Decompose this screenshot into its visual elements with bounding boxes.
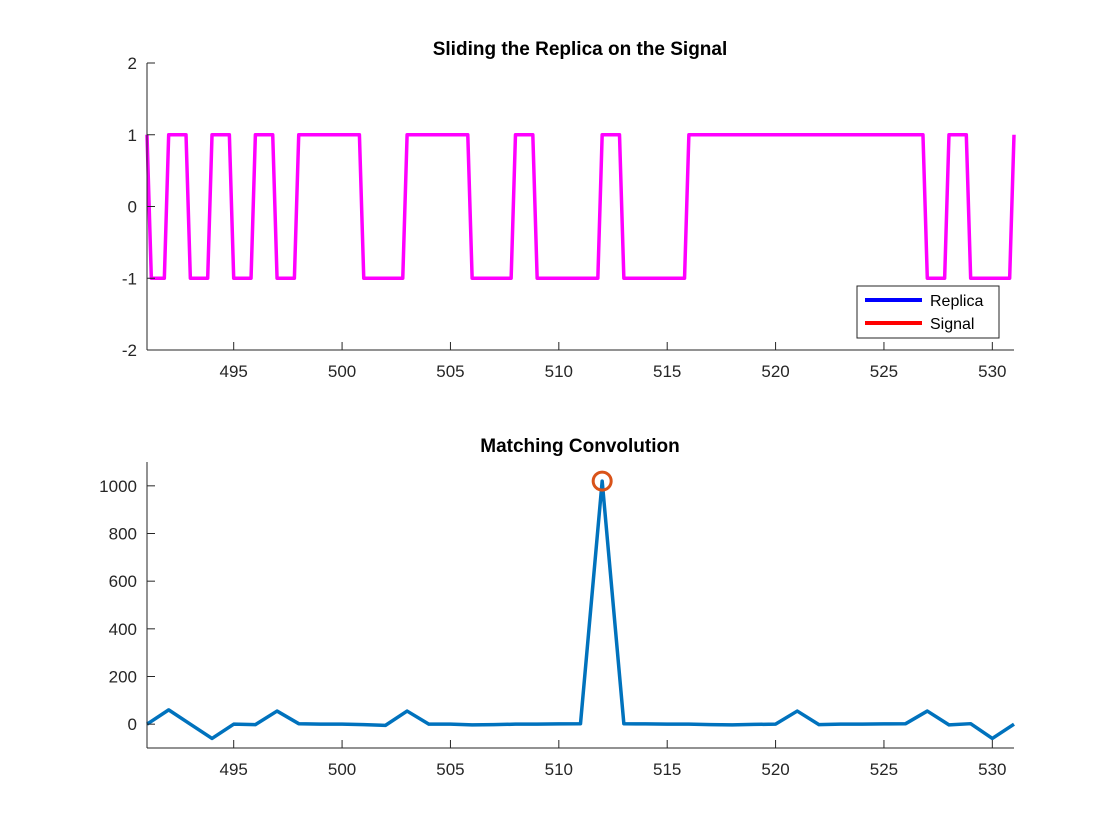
y-tick-label: 1000 xyxy=(99,477,137,496)
y-tick-label: 0 xyxy=(128,715,137,734)
y-tick-label: 800 xyxy=(109,525,137,544)
top-subplot: Sliding the Replica on the Signal 495 500… xyxy=(122,39,1016,381)
bottom-chart-marks xyxy=(146,470,1015,741)
series-line-1-0 xyxy=(146,479,1015,741)
x-tick-label: 520 xyxy=(761,760,789,779)
bottom-subplot: Matching Convolution 495 500 505 510 515 520 5… xyxy=(99,436,1015,779)
x-tick-label: 515 xyxy=(653,760,681,779)
x-tick-label: 495 xyxy=(220,362,248,381)
y-tick-label: -1 xyxy=(122,269,137,288)
legend-box xyxy=(856,285,1000,339)
legend-signal-label: Signal xyxy=(930,316,974,333)
y-tick-label: 1 xyxy=(128,126,137,145)
x-tick-label: 500 xyxy=(328,760,356,779)
x-tick-label: 525 xyxy=(870,362,898,381)
top-chart-marks xyxy=(145,133,1016,280)
y-tick-label: -2 xyxy=(122,341,137,360)
x-tick-label: 505 xyxy=(436,362,464,381)
series-line-0-2 xyxy=(145,133,1016,280)
y-tick-label: 600 xyxy=(109,572,137,591)
top-chart-title: Sliding the Replica on the Signal xyxy=(433,39,728,60)
bottom-chart-title: Matching Convolution xyxy=(480,436,679,457)
y-tick-label: 200 xyxy=(109,668,137,687)
x-tick-label: 520 xyxy=(761,362,789,381)
x-tick-label: 515 xyxy=(653,362,681,381)
x-tick-label: 505 xyxy=(436,760,464,779)
x-tick-label: 495 xyxy=(220,760,248,779)
x-tick-label: 510 xyxy=(545,760,573,779)
x-tick-label: 530 xyxy=(978,362,1006,381)
x-tick-label: 510 xyxy=(545,362,573,381)
x-tick-label: 530 xyxy=(978,760,1006,779)
x-tick-label: 525 xyxy=(870,760,898,779)
y-tick-label: 0 xyxy=(128,198,137,217)
y-tick-label: 2 xyxy=(128,54,137,73)
legend-replica-label: Replica xyxy=(930,293,983,310)
top-chart-axes: 495 500 505 510 515 520 525 530 -2 -1 0 1 2 xyxy=(122,54,1014,381)
x-tick-label: 500 xyxy=(328,362,356,381)
y-tick-label: 400 xyxy=(109,620,137,639)
peak-marker xyxy=(591,470,613,492)
top-chart-legend: Replica Signal xyxy=(856,285,1000,339)
bottom-chart-axes: 495 500 505 510 515 520 525 530 0 200 400 600 800 100… xyxy=(99,462,1014,779)
